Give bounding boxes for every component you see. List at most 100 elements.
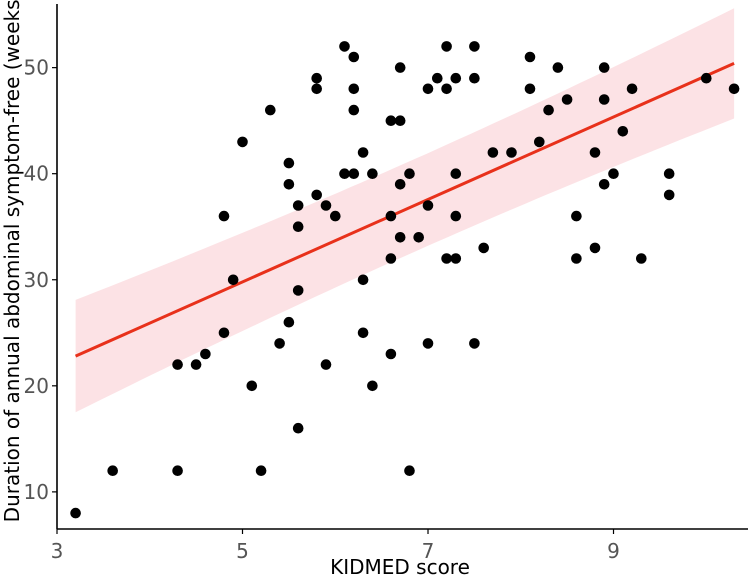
data-point <box>598 179 610 190</box>
data-point <box>663 189 675 201</box>
data-point <box>292 285 304 296</box>
x-tick-label: 9 <box>607 539 620 563</box>
data-point <box>589 242 601 254</box>
data-point <box>543 104 554 116</box>
data-point <box>70 507 81 519</box>
data-point <box>608 168 619 179</box>
data-point <box>367 168 378 179</box>
data-point <box>237 136 248 148</box>
data-point <box>441 83 452 95</box>
data-point <box>617 126 629 137</box>
y-tick-label: 20 <box>24 374 49 398</box>
data-point <box>469 338 480 349</box>
tick-labels-layer: 3 5 7 9 10 20 30 40 50 <box>24 56 620 563</box>
data-point <box>311 83 323 95</box>
data-point <box>524 83 536 95</box>
data-point <box>265 104 276 116</box>
data-point <box>598 62 610 73</box>
data-point <box>385 348 397 360</box>
data-point <box>469 41 480 52</box>
data-point <box>218 327 230 339</box>
data-point <box>283 179 295 190</box>
axes-layer <box>52 4 748 534</box>
data-point <box>598 94 610 105</box>
x-axis-title: KIDMED score <box>330 555 470 579</box>
data-point <box>487 147 499 158</box>
data-point <box>107 465 118 477</box>
data-point <box>218 210 230 222</box>
data-point <box>367 380 378 392</box>
y-tick-label: 40 <box>24 162 49 186</box>
data-point <box>311 72 323 84</box>
data-point <box>422 200 434 211</box>
data-point <box>357 274 369 286</box>
data-point <box>626 83 638 95</box>
data-point <box>385 210 397 222</box>
data-point <box>227 274 239 286</box>
data-point <box>320 200 332 211</box>
data-point <box>348 83 360 95</box>
regression-line <box>74 62 735 358</box>
x-tick-label: 5 <box>236 539 249 563</box>
y-tick-label: 30 <box>24 268 49 292</box>
data-point <box>524 51 536 63</box>
data-point <box>339 41 350 52</box>
data-point <box>422 338 434 349</box>
data-point <box>394 232 406 243</box>
data-point <box>348 104 360 116</box>
data-point <box>450 210 462 222</box>
data-point <box>413 232 425 243</box>
y-tick-label: 10 <box>24 480 49 504</box>
data-point <box>422 83 434 95</box>
y-tick-label: 50 <box>24 56 49 80</box>
data-point <box>172 359 183 370</box>
data-point <box>636 253 647 264</box>
data-point <box>190 359 202 370</box>
data-point <box>450 253 462 264</box>
data-point <box>394 62 406 73</box>
data-point <box>385 115 397 126</box>
data-point <box>274 338 285 349</box>
data-point <box>404 465 415 477</box>
data-point <box>701 72 712 84</box>
data-point <box>589 147 601 158</box>
data-point <box>561 94 573 105</box>
data-point <box>534 136 545 148</box>
data-point <box>394 115 406 126</box>
data-point <box>478 242 490 254</box>
fit-line-layer <box>74 62 735 358</box>
data-point <box>330 210 341 222</box>
data-point <box>404 168 415 179</box>
data-point <box>348 168 360 179</box>
data-point <box>348 51 360 63</box>
data-point <box>283 316 295 328</box>
data-point <box>432 72 443 84</box>
data-point <box>292 200 304 211</box>
data-point <box>450 72 462 84</box>
data-point <box>441 41 452 52</box>
data-point <box>255 465 267 477</box>
data-point <box>441 253 452 264</box>
data-point <box>292 422 304 434</box>
x-tick-label: 7 <box>422 539 435 563</box>
data-point <box>394 179 406 190</box>
data-point <box>571 253 582 264</box>
data-point <box>552 62 564 73</box>
data-point <box>450 168 462 179</box>
data-point <box>385 253 397 264</box>
data-point <box>200 348 211 360</box>
data-point <box>172 465 183 477</box>
data-point <box>506 147 517 158</box>
data-point <box>246 380 258 392</box>
data-point <box>663 168 675 179</box>
data-point <box>339 168 350 179</box>
data-point <box>357 327 369 339</box>
data-point <box>283 157 295 169</box>
data-point <box>728 83 740 95</box>
x-tick-label: 3 <box>51 539 64 563</box>
data-point <box>311 189 323 201</box>
data-point <box>320 359 332 370</box>
data-point <box>571 210 582 222</box>
data-point <box>357 147 369 158</box>
